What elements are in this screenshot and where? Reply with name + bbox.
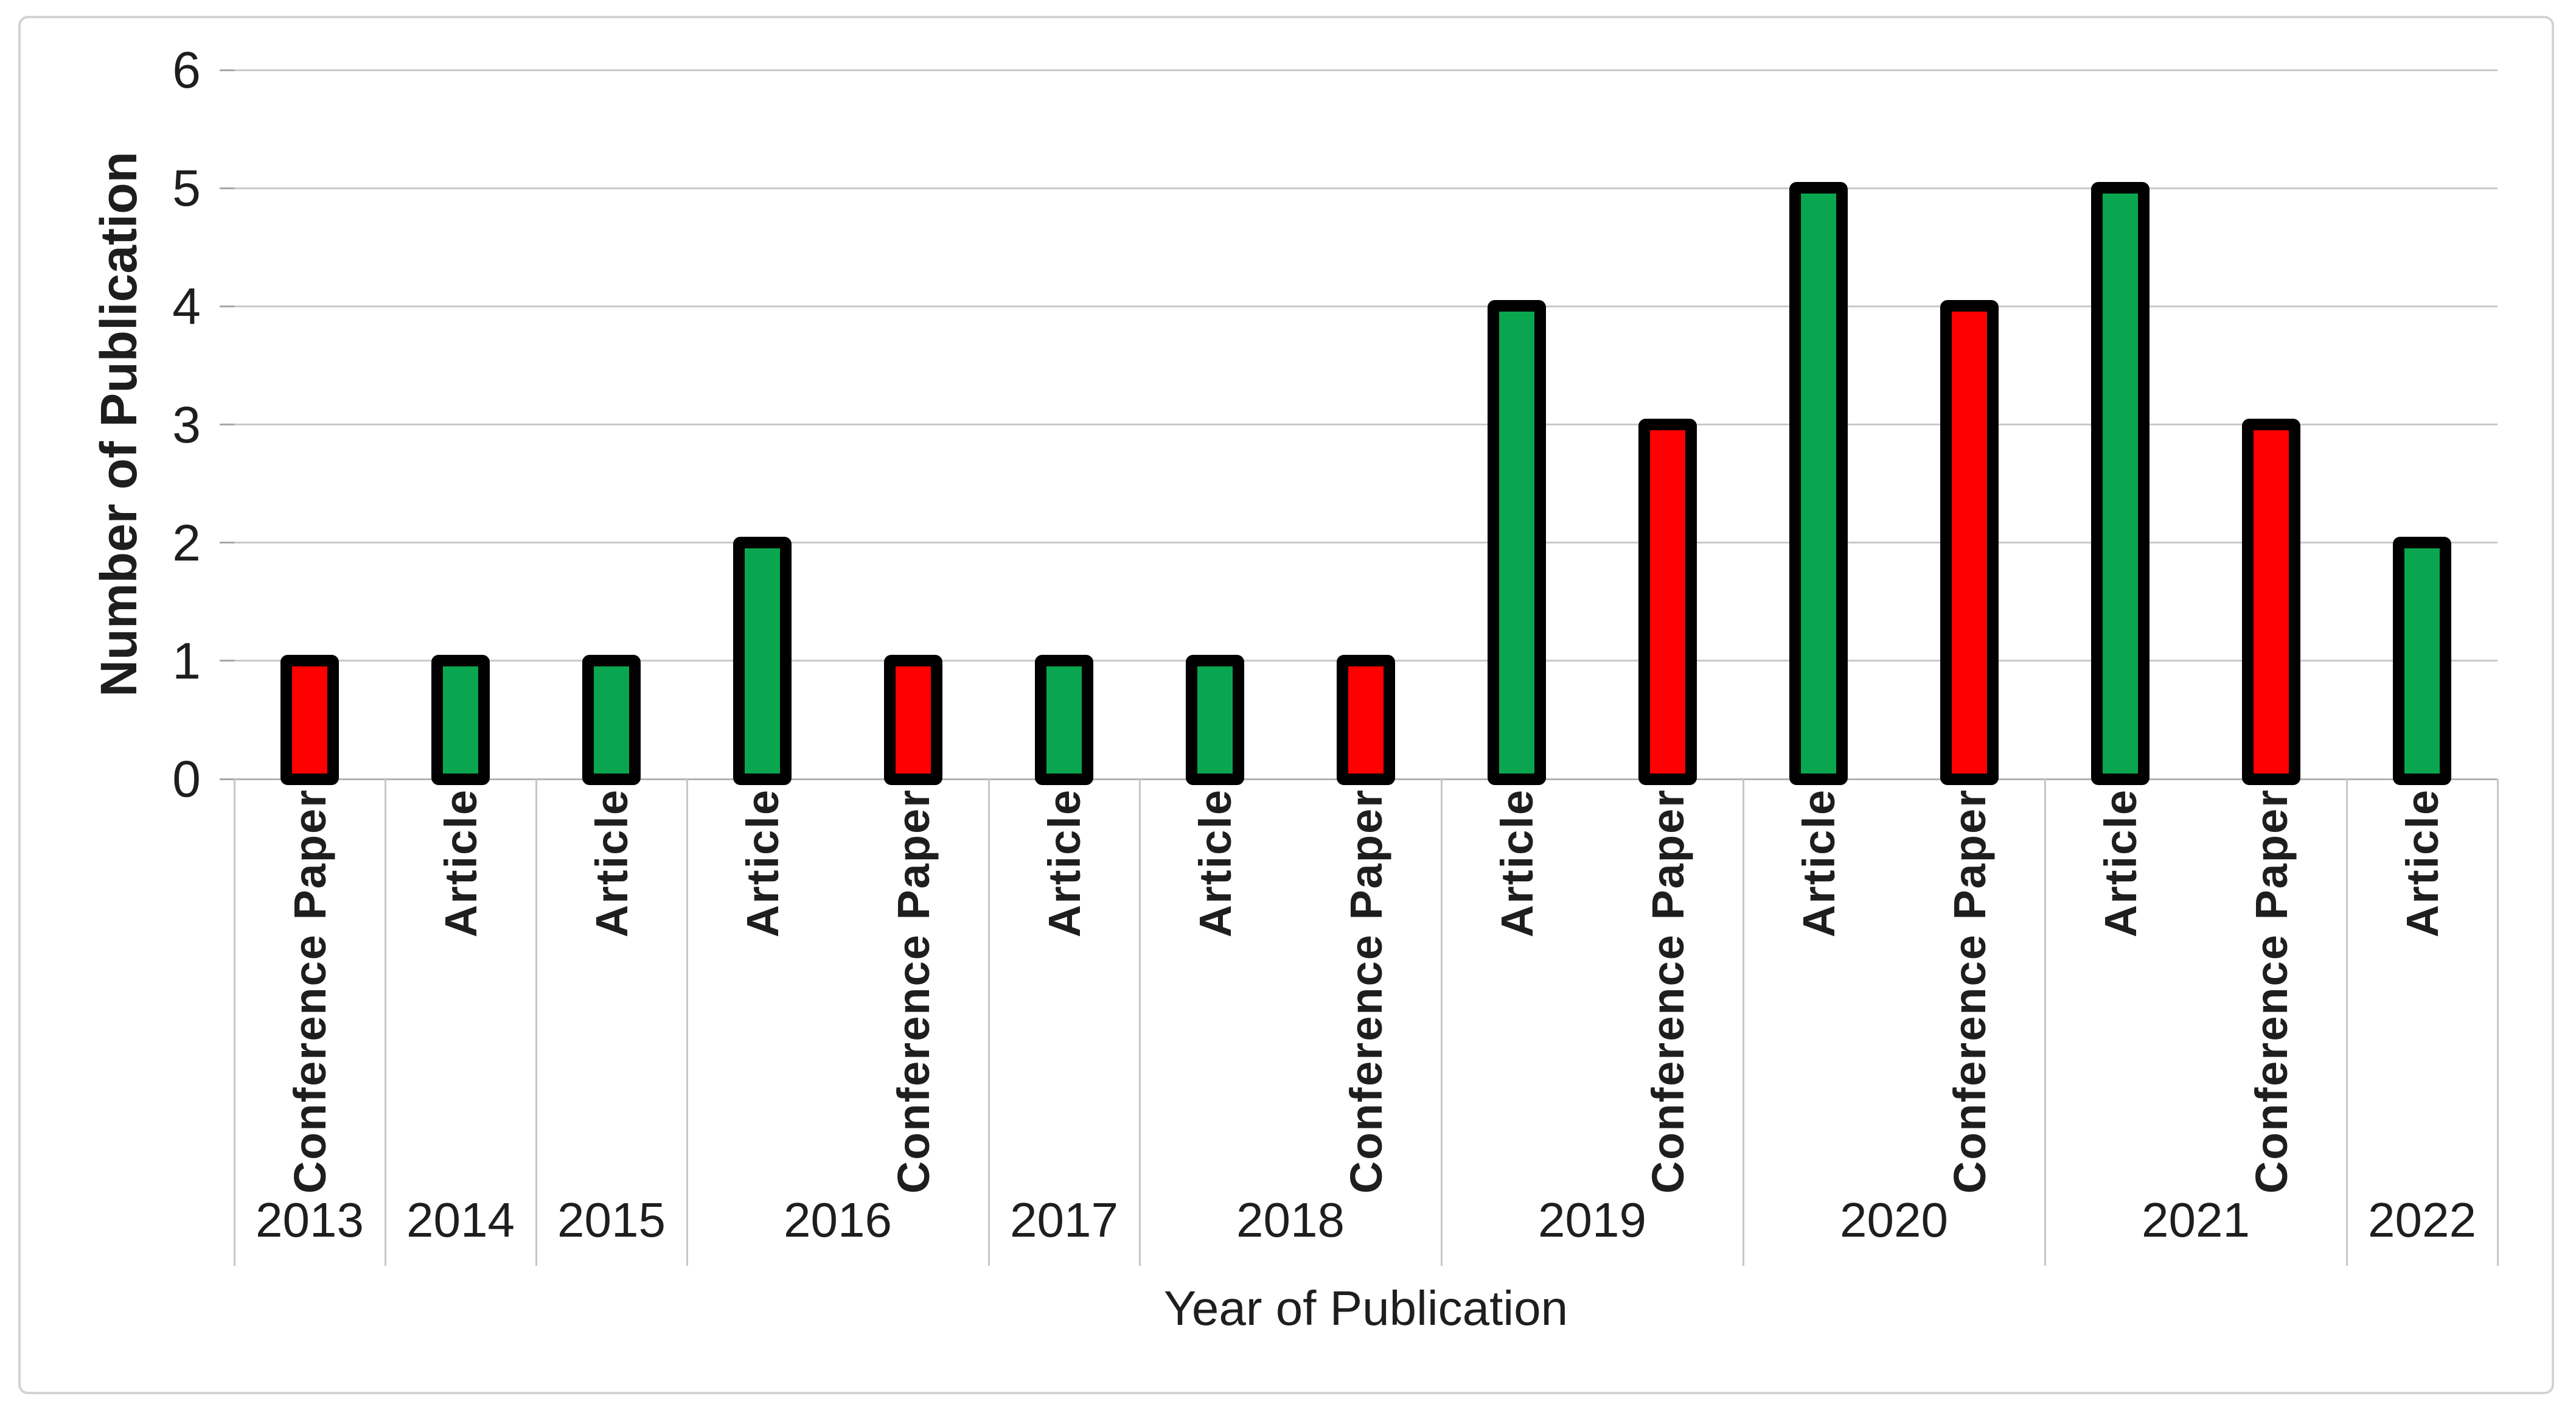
category-label-2020-article: Article — [1743, 789, 1894, 1193]
y-tick-mark-1 — [220, 660, 234, 662]
category-label-2021-conference-paper: Conference Paper — [2196, 789, 2347, 1193]
category-label-text: Article — [2397, 789, 2448, 938]
year-label-2021: 2021 — [2142, 1193, 2250, 1247]
category-label-2022-article: Article — [2347, 789, 2498, 1193]
year-label-2013: 2013 — [256, 1193, 364, 1247]
category-label-2016-article: Article — [687, 789, 838, 1193]
category-label-2021-article: Article — [2045, 789, 2196, 1193]
year-label-2016: 2016 — [784, 1193, 892, 1247]
bar-2018-article — [1186, 654, 1244, 785]
year-separator-7 — [1742, 779, 1744, 1266]
category-label-2019-article: Article — [1441, 789, 1592, 1193]
y-tick-mark-6 — [220, 69, 234, 71]
bar-2018-conference-paper — [1337, 654, 1395, 785]
category-label-text: Article — [586, 789, 637, 938]
category-label-text: Article — [435, 789, 486, 938]
gridline-6 — [234, 69, 2498, 71]
gridline-2 — [234, 542, 2498, 544]
bar-2014-article — [431, 654, 490, 785]
y-tick-mark-4 — [220, 305, 234, 307]
category-label-text: Conference Paper — [1944, 789, 1995, 1194]
category-label-2019-conference-paper: Conference Paper — [1592, 789, 1743, 1193]
year-label-2018: 2018 — [1236, 1193, 1345, 1247]
bar-2020-conference-paper — [1940, 300, 1999, 785]
y-tick-label-3: 3 — [172, 396, 201, 453]
y-tick-mark-0 — [220, 778, 234, 780]
year-separator-1 — [384, 779, 386, 1266]
category-label-text: Article — [737, 789, 788, 938]
bar-2013-conference-paper — [280, 654, 339, 785]
category-label-text: Conference Paper — [888, 789, 939, 1194]
y-tick-label-5: 5 — [172, 159, 201, 217]
bar-2019-conference-paper — [1638, 418, 1697, 785]
category-label-2016-conference-paper: Conference Paper — [838, 789, 989, 1193]
year-separator-2 — [535, 779, 537, 1266]
category-label-text: Article — [2095, 789, 2146, 938]
category-label-2020-conference-paper: Conference Paper — [1894, 789, 2045, 1193]
y-tick-mark-3 — [220, 424, 234, 425]
y-tick-label-1: 1 — [172, 632, 201, 690]
year-label-2015: 2015 — [557, 1193, 666, 1247]
gridline-3 — [234, 424, 2498, 425]
category-label-2014-article: Article — [385, 789, 536, 1193]
y-axis-title-text: Number of Publication — [89, 152, 147, 697]
year-separator-3 — [686, 779, 688, 1266]
category-label-text: Article — [1039, 789, 1090, 938]
y-tick-mark-5 — [220, 187, 234, 189]
category-label-text: Conference Paper — [1340, 789, 1391, 1194]
year-label-2017: 2017 — [1010, 1193, 1118, 1247]
bar-2020-article — [1789, 182, 1848, 785]
category-label-2013-conference-paper: Conference Paper — [234, 789, 385, 1193]
bar-2019-article — [1488, 300, 1546, 785]
year-label-2022: 2022 — [2368, 1193, 2476, 1247]
category-label-2018-article: Article — [1140, 789, 1290, 1193]
gridline-5 — [234, 187, 2498, 189]
bar-2022-article — [2393, 536, 2451, 785]
category-label-text: Article — [1793, 789, 1844, 938]
bar-2015-article — [582, 654, 641, 785]
bar-2016-article — [733, 536, 792, 785]
bar-2017-article — [1035, 654, 1093, 785]
category-label-2017-article: Article — [989, 789, 1140, 1193]
year-separator-4 — [987, 779, 990, 1266]
year-label-2020: 2020 — [1840, 1193, 1948, 1247]
y-tick-label-2: 2 — [172, 514, 201, 571]
x-axis-title: Year of Publication — [1163, 1281, 1568, 1335]
year-separator-9 — [2345, 779, 2348, 1266]
y-axis-title: Number of Publication — [70, 70, 167, 779]
bar-2021-article — [2091, 182, 2150, 785]
year-separator-5 — [1138, 779, 1141, 1266]
gridline-4 — [234, 305, 2498, 307]
category-label-text: Article — [1491, 789, 1542, 938]
bar-2021-conference-paper — [2242, 418, 2300, 785]
y-tick-label-0: 0 — [172, 750, 201, 808]
category-label-text: Conference Paper — [2246, 789, 2297, 1194]
bar-2016-conference-paper — [884, 654, 942, 785]
y-tick-label-4: 4 — [172, 278, 201, 335]
year-separator-8 — [2044, 779, 2046, 1266]
y-tick-mark-2 — [220, 542, 234, 544]
year-label-2014: 2014 — [406, 1193, 515, 1247]
year-separator-0 — [233, 779, 235, 1266]
category-label-2015-article: Article — [536, 789, 687, 1193]
category-label-text: Conference Paper — [284, 789, 335, 1194]
y-tick-label-6: 6 — [172, 41, 201, 99]
category-label-text: Article — [1189, 789, 1241, 938]
category-label-text: Conference Paper — [1642, 789, 1693, 1194]
category-label-2018-conference-paper: Conference Paper — [1290, 789, 1441, 1193]
year-separator-10 — [2496, 779, 2499, 1266]
year-label-2019: 2019 — [1538, 1193, 1646, 1247]
year-separator-6 — [1440, 779, 1443, 1266]
